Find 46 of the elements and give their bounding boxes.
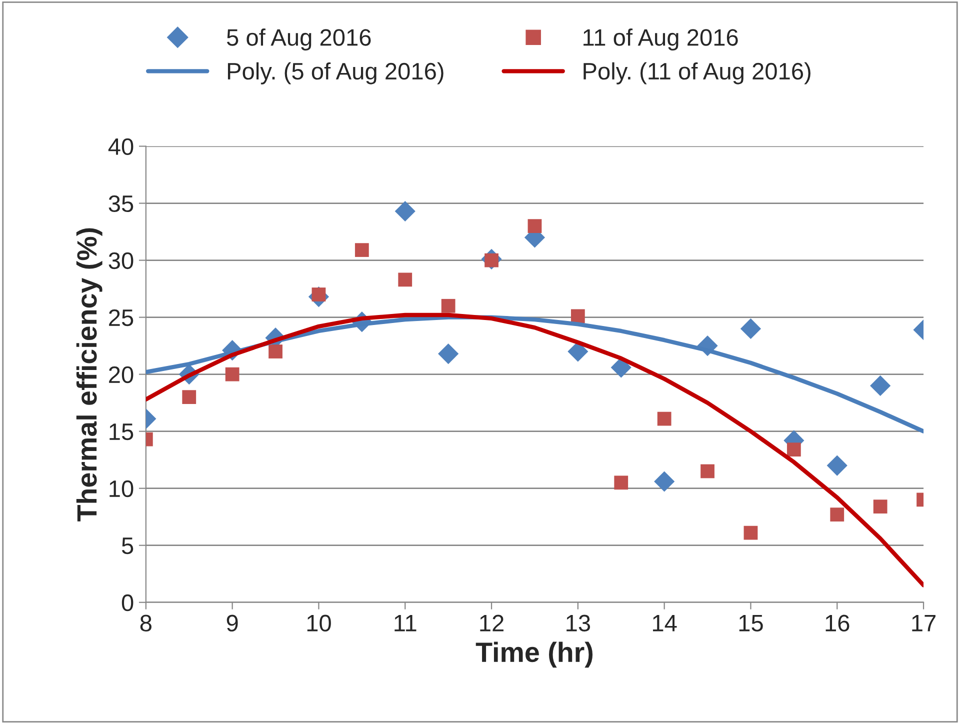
point [744,526,758,540]
x-tick-label: 14 [652,615,677,632]
x-tick-label: 16 [826,614,850,632]
point [614,476,628,490]
x-tick-label: 13 [566,614,590,632]
point [740,318,762,339]
legend-label: 5 of Aug 2016 [226,28,371,50]
point [873,500,888,514]
x-tick-label: 8 [140,614,152,632]
y-tick-label: 5 [122,538,134,554]
point [700,464,714,478]
x-tick-label: 15 [739,615,763,632]
point [657,412,672,426]
point [441,298,456,313]
point [268,344,282,358]
y-tick-label: 15 [110,424,134,440]
x-tick-label: 17 [912,615,936,632]
point [182,390,196,404]
y-tick-label: 30 [108,252,134,270]
y-axis-title: Thermal efficiency (%) [76,228,102,522]
point [870,375,891,396]
x-tick-label: 12 [480,614,504,632]
point [398,272,412,287]
legend-label: Poly. (5 of Aug 2016) [228,62,444,84]
x-tick-label: 11 [394,615,416,632]
point [826,455,848,476]
y-tick-label: 25 [109,309,134,326]
point [830,508,844,522]
point [570,309,585,324]
y-tick-label: 35 [108,195,134,212]
point [225,367,240,382]
y-tick-label: 10 [110,480,134,498]
legend-label: Poly. (11 of Aug 2016) [584,62,810,84]
x-tick-label: 10 [307,614,331,632]
x-tick-label: 9 [226,614,238,632]
point [394,200,416,222]
point [354,243,369,257]
point [528,219,542,234]
point [654,471,675,492]
point [438,343,459,364]
x-axis-title: Time (hr) [476,642,593,668]
y-tick-label: 0 [122,594,134,612]
y-tick-label: 40 [108,138,134,156]
y-tick-label: 20 [109,366,134,384]
point [786,442,801,457]
legend-label: 11 of Aug 2016 [584,28,738,50]
